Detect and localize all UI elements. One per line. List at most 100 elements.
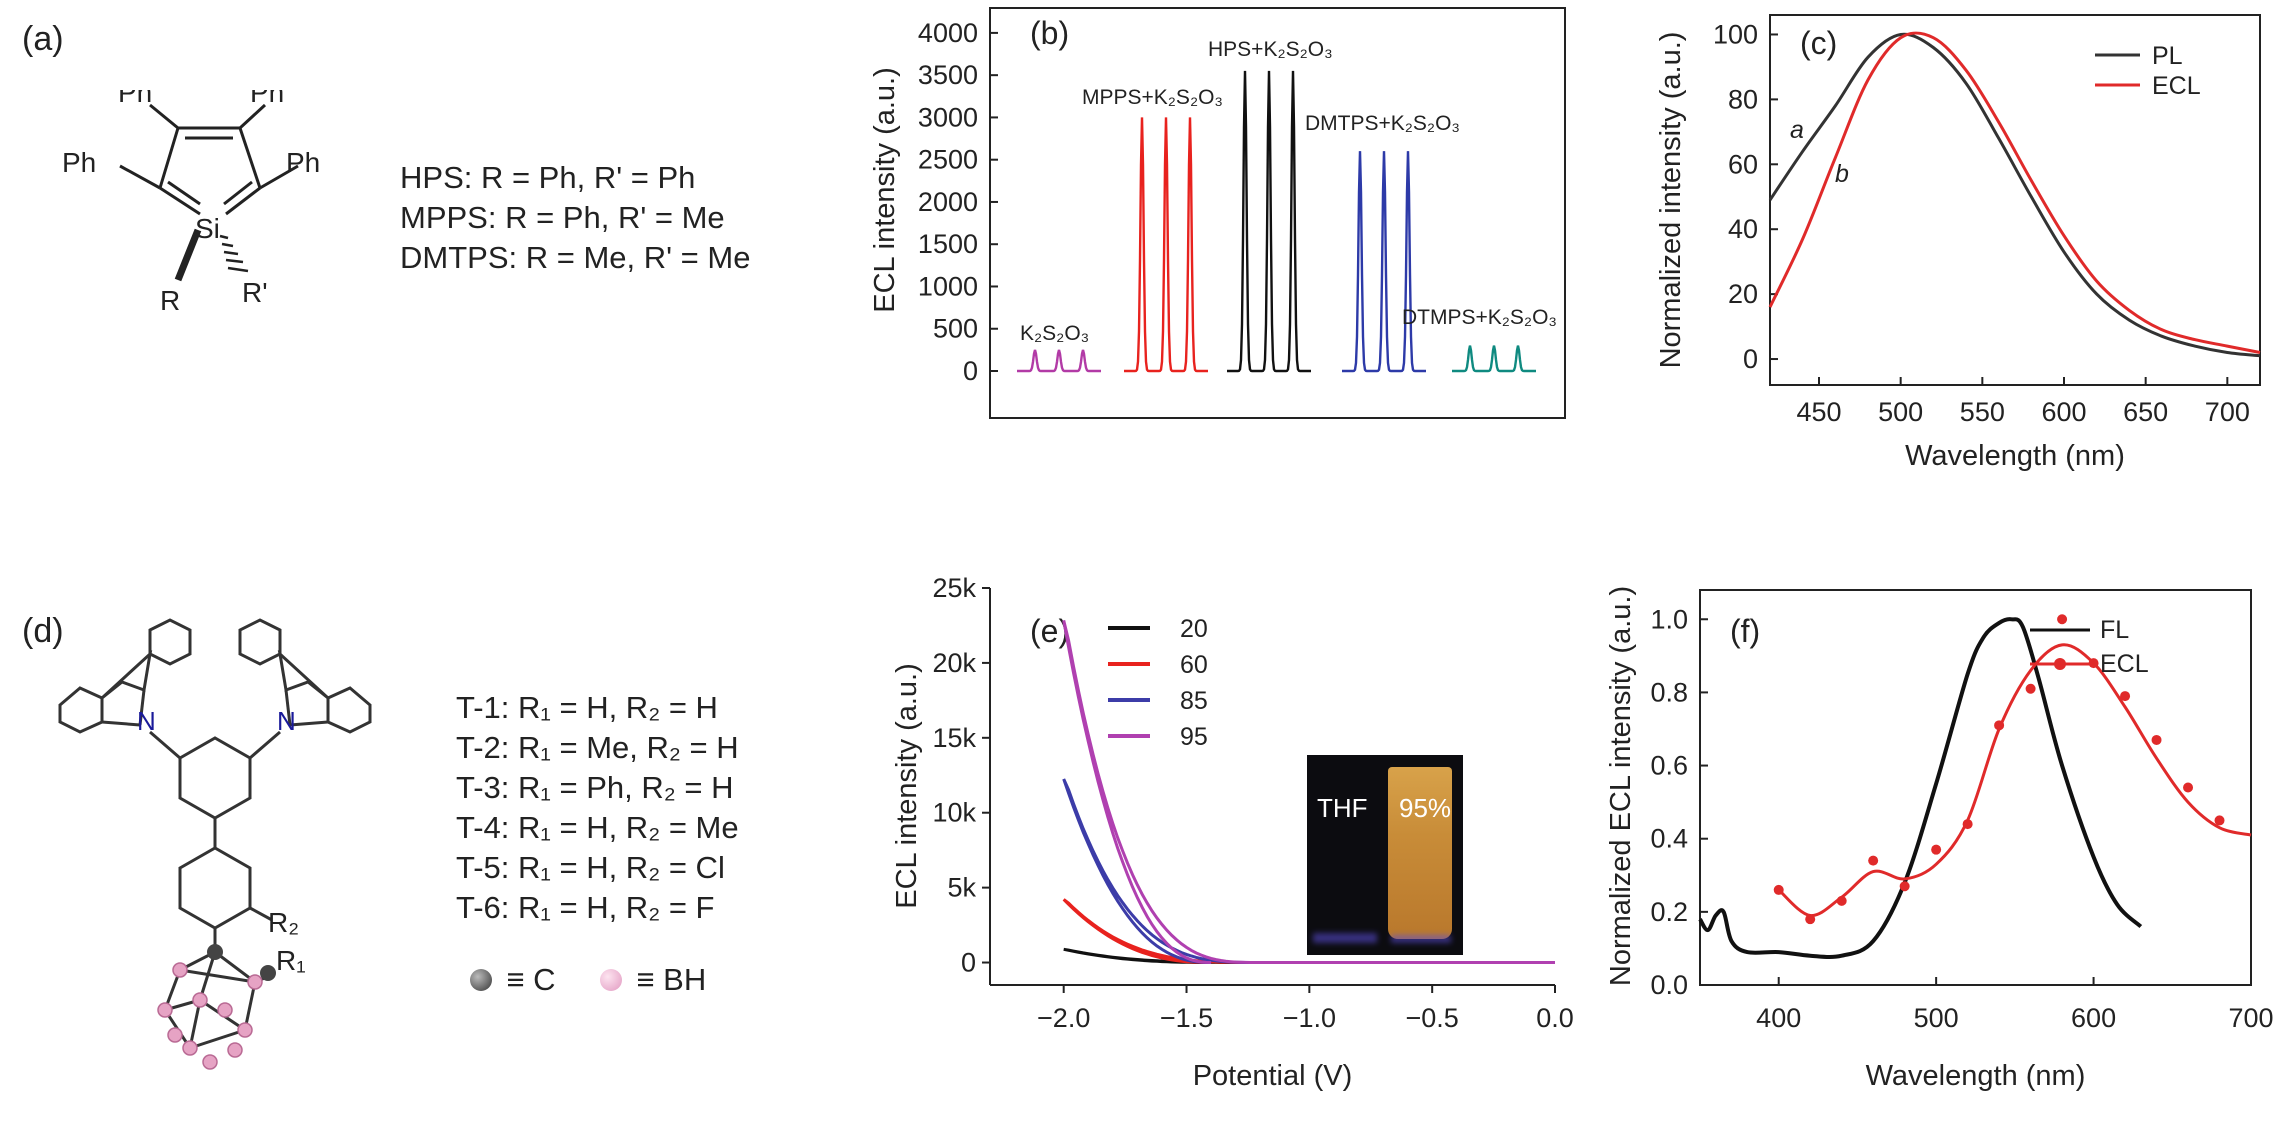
x-tick-label-e: −1.0 <box>1283 1003 1336 1033</box>
legend-marker-f-ecl <box>2054 658 2066 670</box>
data-point-f-ecl <box>2120 691 2131 702</box>
legend-dmtps: DMTPS: R = Me, R' = Me <box>400 240 751 275</box>
series-line-b-4 <box>1452 345 1536 373</box>
data-point-f-ecl <box>2151 734 2162 745</box>
x-tick-label-c: 650 <box>2123 397 2168 427</box>
r1-label: R₁ <box>276 945 306 976</box>
y-axis-label-b: ECL intensity (a.u.) <box>869 67 901 313</box>
x-tick-label-c: 550 <box>1960 397 2005 427</box>
y-axis-label-e: ECL intensity (a.u.) <box>891 663 923 909</box>
plot-frame-f <box>1699 589 2252 986</box>
legend-mpps: MPPS: R = Ph, R' = Me <box>400 200 725 235</box>
y-tick-label-b: 500 <box>933 314 978 344</box>
series-line-e-95 <box>1062 620 1555 964</box>
x-axis-label-e: Potential (V) <box>1193 1060 1353 1092</box>
x-axis-label-c: Wavelength (nm) <box>1905 440 2125 472</box>
panel-label-c: (c) <box>1800 25 1837 61</box>
series-label-b-3: DMTPS+K₂S₂O₃ <box>1305 112 1460 135</box>
x-tick-label-c: 700 <box>2205 397 2250 427</box>
annotation-b-c: b <box>1835 160 1849 188</box>
y-tick-label-c: 60 <box>1728 149 1758 179</box>
y-tick-label-e: 25k <box>932 573 976 603</box>
vial-photo-inset: THF 95% <box>1307 755 1463 955</box>
legend-t6: T-6: R₁ = H, R₂ = F <box>456 890 715 925</box>
y-tick-label-c: 100 <box>1713 19 1758 49</box>
legend-label-e-85: 85 <box>1180 687 1208 715</box>
r-prime-label: R' <box>242 277 268 308</box>
ph-label-4: Ph <box>286 147 320 178</box>
x-tick-label-c: 600 <box>2041 397 2086 427</box>
y-tick-label-b: 1500 <box>918 229 978 259</box>
r-label: R <box>160 285 180 316</box>
boron-key-label: ≡ BH <box>636 962 707 997</box>
data-point-f-ecl <box>1899 881 1910 892</box>
x-tick-label-f: 700 <box>2228 1003 2273 1033</box>
data-point-f-ecl <box>2088 658 2099 669</box>
x-tick-label-e: −2.0 <box>1037 1003 1090 1033</box>
carbon-atom-icon <box>470 969 492 991</box>
y-tick-label-e: 20k <box>932 648 976 678</box>
thf-vial-glow <box>1313 933 1377 943</box>
y-tick-label-c: 40 <box>1728 214 1758 244</box>
y-tick-label-f: 0.8 <box>1650 677 1688 707</box>
y-tick-label-b: 1000 <box>918 271 978 301</box>
y-tick-label-f: 0.6 <box>1650 751 1688 781</box>
data-point-f-ecl <box>1962 819 1973 830</box>
series-line-c-ecl <box>1768 31 2261 354</box>
legend-t2: T-2: R₁ = Me, R₂ = H <box>456 730 739 765</box>
plot-frame-c <box>1769 14 2261 386</box>
inset-label-thf: THF <box>1317 793 1368 823</box>
data-point-f-ecl <box>1773 884 1784 895</box>
y-tick-label-e: 15k <box>932 723 976 753</box>
boron-atom-icon <box>600 969 622 991</box>
y-tick-label-b: 2500 <box>918 145 978 175</box>
y-tick-label-f: 1.0 <box>1650 604 1688 634</box>
series-label-b-2: HPS+K₂S₂O₃ <box>1208 38 1333 61</box>
x-tick-label-e: 0.0 <box>1536 1003 1574 1033</box>
data-point-f-ecl <box>1868 855 1879 866</box>
r2-label: R₂ <box>268 907 299 938</box>
series-line-b-2 <box>1227 70 1311 373</box>
legend-label-e-60: 60 <box>1180 651 1208 679</box>
y-tick-label-b: 3500 <box>918 60 978 90</box>
legend-label-c-ecl: ECL <box>2152 72 2201 100</box>
series-line-f-ecl <box>1777 643 2252 918</box>
chart-e: −2.0 −1.5 −1.0 −0.5 0.0 0 5k 10k 15k 20k 25k Potent… <box>891 573 1574 1092</box>
legend-hps: HPS: R = Ph, R' = Ph <box>400 160 696 195</box>
ph-label-3: Ph <box>62 147 96 178</box>
x-tick-label-e: −0.5 <box>1406 1003 1459 1033</box>
series-line-b-1 <box>1124 117 1208 373</box>
panel-a-legend: HPS: R = Ph, R' = Ph MPPS: R = Ph, R' = … <box>400 158 750 278</box>
chart-f: 400 500 600 700 0.0 0.2 0.4 0.6 0.8 1.0 Wavelength… <box>1605 586 2274 1092</box>
panel-d-legend: T-1: R₁ = H, R₂ = H T-2: R₁ = Me, R₂ = H… <box>456 688 739 928</box>
panel-a-label: (a) <box>22 20 64 58</box>
legend-label-e-95: 95 <box>1180 723 1208 751</box>
data-point-f-ecl <box>1805 914 1816 925</box>
x-tick-label-c: 500 <box>1878 397 1923 427</box>
annotation-a-c: a <box>1790 116 1804 144</box>
legend-label-f-ecl: ECL <box>2100 650 2149 678</box>
data-point-f-ecl <box>1994 720 2005 731</box>
aggregate-vial <box>1388 767 1452 939</box>
silole-structure: Ph Ph Ph Ph Si R R' <box>62 90 320 316</box>
y-axis-label-f: Normalized ECL intensity (a.u.) <box>1605 586 1637 986</box>
aggregate-vial-glow <box>1391 935 1451 943</box>
series-label-b-1: MPPS+K₂S₂O₃ <box>1082 86 1223 109</box>
y-tick-label-e: 5k <box>947 873 976 903</box>
legend-t5: T-5: R₁ = H, R₂ = Cl <box>456 850 725 885</box>
ph-label-1: Ph <box>118 90 152 108</box>
x-axis-label-f: Wavelength (nm) <box>1866 1060 2086 1092</box>
panel-label-e: (e) <box>1030 613 1069 649</box>
x-tick-label-e: −1.5 <box>1160 1003 1213 1033</box>
x-tick-label-f: 400 <box>1756 1003 1801 1033</box>
y-tick-label-c: 80 <box>1728 84 1758 114</box>
series-line-b-0 <box>1017 349 1101 373</box>
y-tick-label-c: 0 <box>1743 344 1758 374</box>
n-label-right: N <box>277 706 296 736</box>
atom-key: ≡ C ≡ BH <box>470 960 706 1000</box>
n-label-left: N <box>137 706 156 736</box>
x-tick-label-f: 500 <box>1914 1003 1959 1033</box>
y-axis-label-c: Normalized intensity (a.u.) <box>1655 32 1687 369</box>
legend-t1: T-1: R₁ = H, R₂ = H <box>456 690 718 725</box>
y-tick-label-f: 0.2 <box>1650 897 1688 927</box>
